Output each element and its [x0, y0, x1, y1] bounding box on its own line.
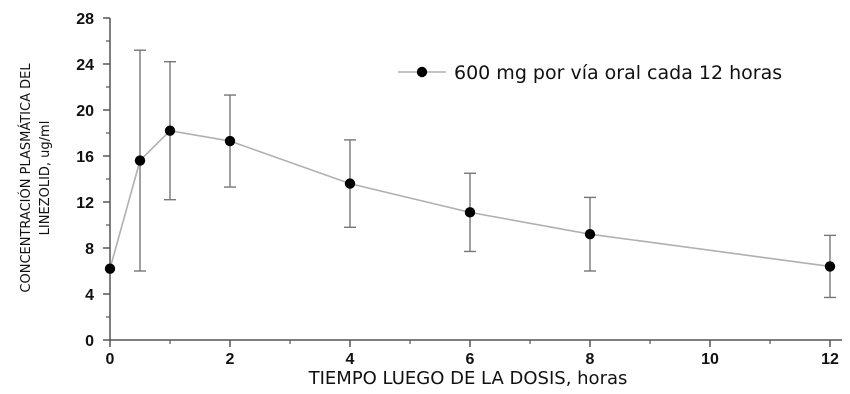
series: [104, 49, 836, 299]
data-point: [104, 263, 116, 274]
y-tick-label: 16: [76, 149, 94, 166]
x-tick-label: 12: [821, 351, 839, 368]
x-tick-label: 8: [586, 351, 595, 368]
x-axis-title: TIEMPO LUEGO DE LA DOSIS, horas: [308, 368, 628, 389]
x-tick-label: 6: [466, 351, 475, 368]
y-tick-label: 8: [85, 241, 94, 258]
y-tick-label: 24: [76, 57, 94, 74]
y-tick-label: 4: [85, 287, 94, 304]
x-tick-label: 2: [226, 351, 235, 368]
x-tick-label: 4: [346, 351, 355, 368]
legend-label: 600 mg por vía oral cada 12 horas: [454, 62, 782, 84]
data-point: [464, 207, 476, 218]
y-axis-title-line-1: CONCENTRACIÓN PLASMÁTICA DEL: [18, 63, 34, 293]
x-tick-label: 0: [106, 351, 115, 368]
y-tick-label: 12: [76, 195, 94, 212]
y-tick-label: 0: [85, 333, 94, 350]
legend-marker: [416, 66, 428, 78]
x-tick-label: 10: [701, 351, 719, 368]
y-axis-title-line-2: LINEZOLID, ug/ml: [38, 121, 53, 236]
legend: 600 mg por vía oral cada 12 horas: [398, 62, 782, 84]
data-point: [824, 261, 836, 272]
y-tick-label: 20: [76, 103, 94, 120]
y-tick-label: 28: [76, 11, 94, 28]
data-point: [164, 125, 176, 136]
data-point: [224, 135, 236, 147]
data-point: [584, 229, 596, 240]
data-point: [134, 155, 146, 166]
series-line: [109, 129, 831, 269]
data-point: [344, 178, 356, 189]
